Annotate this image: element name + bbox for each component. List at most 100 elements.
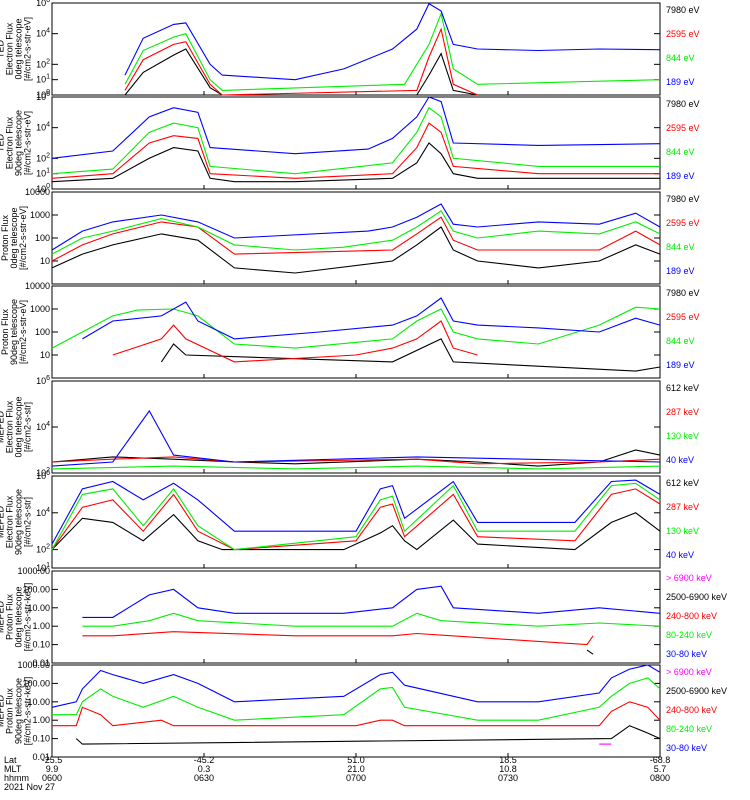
x-axis-labels: Lat -25.5 -45.2 51.0 18.5 -68.8 MLT 9.9 0.3 21.0 1… — [4, 755, 670, 792]
legend-entry: 240-800 keV — [666, 611, 717, 621]
x-row-value: 0.3 — [198, 764, 211, 774]
y-tick-label: 106 — [36, 91, 50, 102]
y-tick-label: 104 — [36, 507, 50, 518]
legend-entry: 2595 eV — [666, 123, 700, 133]
legend-entry: 80-240 keV — [666, 630, 712, 640]
y-tick-label: 1.00 — [32, 715, 50, 725]
series-line-130-kev — [51, 465, 661, 470]
y-tick-label: 10 — [40, 350, 50, 360]
legend-entry: > 6900 keV — [666, 667, 712, 677]
series-line-287-kev — [51, 456, 661, 465]
y-axis-label: MEPEDElectron Flux90deg telescope[#/cm2-… — [0, 489, 33, 555]
legend-entry: 7980 eV — [666, 288, 700, 298]
series-line-240-800-kev — [52, 701, 661, 727]
plot-frame — [51, 380, 661, 474]
legend-entry: 612 keV — [666, 383, 699, 393]
y-tick-label: 102 — [36, 544, 50, 555]
y-tick-label: 104 — [36, 122, 50, 133]
y-tick-label: 10000 — [25, 187, 50, 197]
legend-entry: 844 eV — [666, 336, 695, 346]
series-line-30-80-kev — [82, 585, 661, 618]
legend-entry: 30-80 keV — [666, 649, 707, 659]
y-tick-label: 0.01 — [32, 752, 50, 762]
legend-entry: 287 keV — [666, 502, 699, 512]
y-tick-label: 1000 — [30, 210, 50, 220]
series-line-7980-ev — [51, 142, 660, 183]
x-row-label: Lat — [4, 755, 17, 765]
series-line-844-ev — [51, 210, 661, 255]
plot-frame — [51, 570, 661, 664]
y-axis-label: TEDElectron Flux0deg telescope[#/cm2-s-s… — [0, 17, 33, 81]
panel-7: 0.01 0.10 1.00 10.00 100.00 1000.00 MEPEDProto… — [0, 566, 727, 668]
legend-entry: 2595 eV — [666, 312, 700, 322]
y-axis-label: MEPEDElectron Flux0deg telescope[#/cm2-s… — [0, 396, 33, 457]
legend-entry: 189 eV — [666, 360, 695, 370]
legend-entry: 189 eV — [666, 266, 695, 276]
series-line-130-kev — [51, 482, 661, 551]
legend-entry: 30-80 keV — [666, 743, 707, 753]
x-row-value: 5.7 — [654, 764, 667, 774]
series-line-30-80-kev — [51, 664, 661, 708]
legend-entry: 130 keV — [666, 526, 699, 536]
series-line-287-kev — [51, 488, 661, 551]
x-date-label: 2021 Nov 27 — [4, 782, 55, 792]
y-axis-label: Proton Flux90deg telescope[#/cm2-s-str-e… — [0, 299, 28, 365]
y-tick-label: 10000 — [25, 281, 50, 291]
y-tick-label: 1000.00 — [17, 566, 50, 576]
panel-4: 10 100 1000 10000 Proton Flux90deg telescope… — [0, 281, 700, 379]
x-row-value: -45.2 — [194, 755, 215, 765]
legend-entry: 40 keV — [666, 550, 694, 560]
legend-entry: 844 eV — [666, 242, 695, 252]
x-row-value: 51.0 — [347, 755, 365, 765]
plot-frame — [51, 285, 661, 379]
y-tick-label: 102 — [36, 152, 50, 163]
y-tick-label: 100.00 — [22, 678, 50, 688]
y-tick-label: 10.00 — [27, 603, 50, 613]
series-line-80-240-kev — [52, 677, 661, 721]
legend-entry: 612 keV — [666, 478, 699, 488]
legend-entry: 7980 eV — [666, 5, 700, 15]
y-tick-label: 102 — [36, 467, 50, 478]
y-tick-label: 10.00 — [27, 697, 50, 707]
x-row-value: 0730 — [498, 773, 518, 783]
y-tick-label: 100 — [35, 233, 50, 243]
legend-entry: 287 keV — [666, 407, 699, 417]
y-tick-label: 1000.00 — [17, 660, 50, 670]
series-line-80-240-kev — [82, 612, 661, 627]
series-line-189-ev — [51, 96, 661, 159]
x-row-value: 10.8 — [499, 764, 517, 774]
x-row-label: MLT — [4, 764, 22, 774]
series-line-844-ev — [51, 106, 660, 175]
legend-entry: 189 eV — [666, 171, 695, 181]
legend-entry: 2500-6900 keV — [666, 592, 727, 602]
legend-entry: 2595 eV — [666, 218, 700, 228]
legend-entry: 130 keV — [666, 431, 699, 441]
series-line-2595-ev — [124, 27, 478, 96]
x-row-value: 0700 — [346, 773, 366, 783]
legend-entry: 80-240 keV — [666, 724, 712, 734]
series-line-844-ev — [124, 11, 661, 91]
y-tick-label: 0.10 — [32, 640, 50, 650]
x-row-value: -68.8 — [650, 755, 671, 765]
y-tick-label: 0.10 — [32, 734, 50, 744]
y-tick-label: 100 — [35, 327, 50, 337]
y-tick-label: 101 — [36, 168, 50, 179]
y-axis-label: MEPEDProton Flux90deg telescope[#/cm2-s-… — [0, 677, 33, 746]
legend-entry: 189 eV — [666, 77, 695, 87]
y-tick-label: 1000 — [30, 304, 50, 314]
series-line-40-kev — [51, 409, 661, 467]
series-line-240-800-kev — [82, 631, 594, 646]
y-tick-label: 106 — [36, 375, 50, 386]
x-row-value: 0800 — [650, 773, 670, 783]
y-axis-label: MEPEDProton Flux0deg telescope[#/cm2-s-s… — [0, 583, 33, 652]
y-tick-label: 100 — [36, 89, 50, 100]
series-line-2595-ev — [51, 216, 661, 262]
y-tick-label: 0.01 — [32, 658, 50, 668]
series-line-7980-ev — [51, 226, 661, 274]
legend-entry: 240-800 keV — [666, 705, 717, 715]
plot-frame — [51, 2, 661, 96]
